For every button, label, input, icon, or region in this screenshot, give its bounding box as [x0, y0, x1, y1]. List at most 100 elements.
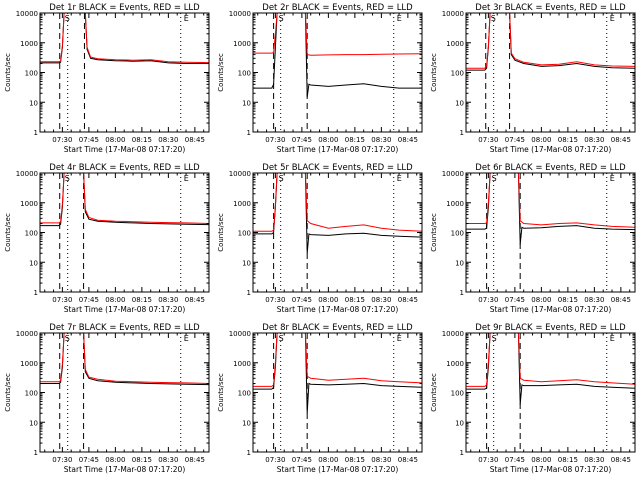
annotation-marker-e: E: [397, 174, 402, 183]
panel-title: Det 1r BLACK = Events, RED = LLD: [49, 3, 200, 13]
y-tick-label: 1: [247, 449, 251, 457]
y-tick-label: 1000: [20, 200, 38, 208]
y-tick-label: 100: [451, 70, 464, 78]
x-tick-label: 08:30: [158, 136, 178, 144]
annotation-marker-e: E: [184, 174, 189, 183]
annotation-marker-e: E: [184, 334, 189, 343]
x-tick-label: 08:30: [158, 296, 178, 304]
panel-title: Det 2r BLACK = Events, RED = LLD: [262, 3, 413, 13]
y-tick-label: 1000: [446, 360, 464, 368]
x-axis-label: Start Time (17-Mar-08 07:17:20): [64, 305, 186, 314]
x-tick-label: 07:45: [292, 136, 312, 144]
y-axis-label: Counts/sec: [430, 53, 438, 92]
x-axis-label: Start Time (17-Mar-08 07:17:20): [490, 145, 612, 154]
x-tick-label: 08:30: [158, 456, 178, 464]
x-tick-label: 08:15: [132, 456, 152, 464]
x-tick-label: 08:30: [584, 136, 604, 144]
panel-title: Det 8r BLACK = Events, RED = LLD: [262, 323, 413, 333]
x-tick-label: 08:45: [398, 136, 418, 144]
events-series-line: [253, 173, 422, 254]
y-axis-label: Counts/sec: [430, 213, 438, 252]
y-tick-label: 10: [29, 419, 38, 427]
annotation-marker-e: E: [610, 334, 615, 343]
y-tick-label: 1: [460, 129, 464, 137]
lld-series-line: [40, 13, 209, 64]
x-tick-label: 08:45: [185, 456, 205, 464]
x-tick-label: 08:00: [318, 296, 338, 304]
x-tick-label: 07:45: [292, 296, 312, 304]
y-tick-label: 1: [460, 289, 464, 297]
x-axis-label: Start Time (17-Mar-08 07:17:20): [490, 305, 612, 314]
panel-title: Det 5r BLACK = Events, RED = LLD: [262, 163, 413, 173]
x-tick-label: 08:45: [398, 456, 418, 464]
lld-series-line: [253, 173, 422, 232]
y-tick-label: 1000: [446, 40, 464, 48]
y-tick-label: 1000: [233, 360, 251, 368]
y-axis-label: Counts/sec: [430, 373, 438, 412]
x-tick-label: 07:45: [292, 456, 312, 464]
y-tick-label: 10: [242, 99, 251, 107]
x-tick-label: 07:45: [505, 136, 525, 144]
y-tick-label: 10000: [229, 170, 251, 178]
x-tick-label: 07:30: [265, 136, 285, 144]
x-tick-label: 07:45: [79, 456, 99, 464]
y-tick-label: 100: [25, 70, 38, 78]
x-tick-label: 08:15: [345, 456, 365, 464]
x-tick-label: 08:15: [132, 136, 152, 144]
x-tick-label: 07:45: [505, 296, 525, 304]
annotation-marker-s: S: [491, 14, 496, 23]
y-tick-label: 100: [451, 390, 464, 398]
y-tick-label: 1: [247, 129, 251, 137]
y-axis-label: Counts/sec: [217, 213, 225, 252]
panel-title: Det 9r BLACK = Events, RED = LLD: [475, 323, 626, 333]
y-tick-label: 1000: [233, 40, 251, 48]
y-axis-label: Counts/sec: [217, 373, 225, 412]
x-tick-label: 07:45: [505, 456, 525, 464]
plot-frame: [252, 12, 423, 133]
annotation-marker-e: E: [397, 334, 402, 343]
plot-frame: [252, 172, 423, 293]
annotation-marker-e: E: [610, 174, 615, 183]
y-axis-label: Counts/sec: [4, 213, 12, 252]
lld-series-line: [40, 333, 209, 384]
y-tick-label: 1000: [233, 200, 251, 208]
x-tick-label: 08:00: [318, 456, 338, 464]
x-tick-label: 08:00: [531, 136, 551, 144]
annotation-marker-s: S: [492, 174, 497, 183]
y-tick-label: 10000: [16, 330, 38, 338]
annotation-marker-s: S: [279, 14, 284, 23]
y-tick-label: 10: [29, 259, 38, 267]
y-tick-label: 1000: [20, 40, 38, 48]
y-tick-label: 10000: [442, 170, 464, 178]
y-axis-label: Counts/sec: [4, 373, 12, 412]
x-tick-label: 07:45: [79, 136, 99, 144]
x-tick-label: 07:30: [265, 296, 285, 304]
x-tick-label: 08:30: [584, 456, 604, 464]
annotation-marker-e: E: [610, 14, 615, 23]
y-tick-label: 10000: [442, 330, 464, 338]
panel-title: Det 4r BLACK = Events, RED = LLD: [49, 163, 200, 173]
y-tick-label: 100: [238, 230, 251, 238]
plot-frame: [465, 12, 636, 133]
x-axis-label: Start Time (17-Mar-08 07:17:20): [64, 145, 186, 154]
x-axis-label: Start Time (17-Mar-08 07:17:20): [490, 465, 612, 474]
x-axis-label: Start Time (17-Mar-08 07:17:20): [277, 145, 399, 154]
lld-series-line: [466, 333, 635, 387]
x-tick-label: 08:45: [185, 296, 205, 304]
x-tick-label: 07:30: [478, 296, 498, 304]
y-tick-label: 10000: [16, 170, 38, 178]
lld-series-line: [253, 13, 422, 56]
x-tick-label: 08:15: [345, 136, 365, 144]
plot-frame: [39, 332, 210, 453]
events-series-line: [466, 173, 635, 245]
x-tick-label: 08:45: [611, 136, 631, 144]
annotation-marker-s: S: [492, 334, 497, 343]
y-tick-label: 1: [34, 449, 38, 457]
